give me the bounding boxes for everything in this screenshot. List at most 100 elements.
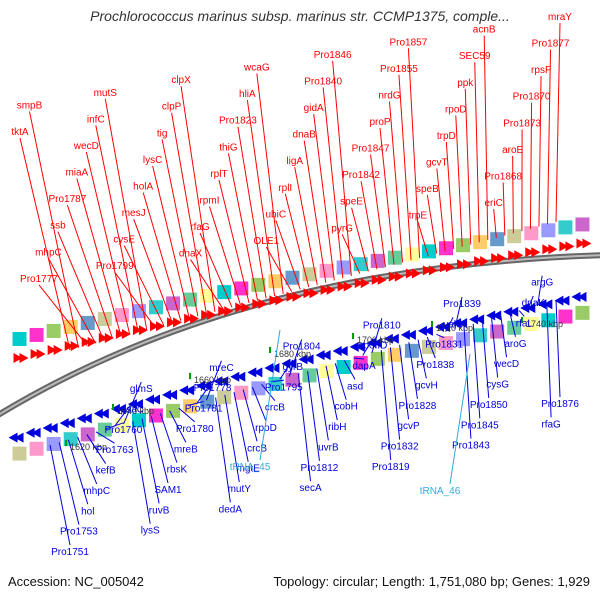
reverse-gene-arrow [179, 385, 189, 396]
reverse-cog-box [541, 313, 556, 328]
reverse-gene-arrow [469, 314, 479, 325]
reverse-gene-label: rfaL [516, 318, 534, 329]
scale-tick-label: 1660 kbp [194, 375, 231, 385]
reverse-gene-leader [325, 365, 338, 421]
reverse-cog-box [131, 413, 146, 428]
reverse-gene-leader [500, 315, 508, 358]
reverse-gene-label: cysG [486, 380, 509, 391]
forward-gene-leader [218, 179, 250, 303]
forward-gene-leader [114, 271, 156, 328]
reverse-gene-arrow [355, 341, 365, 352]
reverse-gene-arrow [133, 399, 143, 410]
forward-gene-label: tktA [11, 127, 29, 138]
reverse-cog-box [149, 408, 163, 423]
forward-gene-leader [104, 98, 148, 330]
forward-gene-label: proP [369, 117, 390, 128]
reverse-gene-leader [426, 336, 436, 359]
forward-gene-arrow [542, 244, 552, 255]
reverse-gene-arrow [230, 371, 240, 382]
forward-gene-label: clpX [171, 75, 191, 86]
reverse-gene-arrow [486, 310, 496, 321]
reverse-cog-box [63, 432, 78, 447]
forward-gene-arrow [548, 244, 558, 255]
reverse-gene-leader [518, 310, 525, 317]
forward-cog-box [439, 241, 453, 256]
reverse-gene-arrow [458, 318, 468, 329]
forward-gene-leader [208, 206, 242, 306]
forward-cog-box [336, 260, 351, 275]
forward-gene-leader [133, 218, 173, 324]
reverse-cog-box [353, 355, 368, 370]
reverse-gene-label: hol [81, 506, 94, 517]
reverse-gene-arrow [270, 362, 280, 373]
reverse-gene-arrow [25, 427, 35, 438]
reverse-gene-arrow [185, 385, 195, 396]
forward-gene-label: Pro1870 [513, 92, 551, 103]
reverse-gene-label: Pro1843 [452, 441, 490, 452]
reverse-gene-leader [288, 339, 303, 377]
reverse-cog-box [166, 403, 181, 418]
forward-gene-arrow [292, 291, 302, 302]
forward-cog-box [541, 223, 556, 238]
forward-gene-arrow [138, 325, 148, 336]
forward-gene-label: holA [133, 181, 153, 192]
reverse-gene-arrow [76, 413, 86, 424]
reverse-cog-box [200, 394, 215, 409]
reverse-gene-label: psaC [121, 404, 144, 415]
forward-cog-box [319, 263, 334, 278]
forward-cog-box [97, 311, 112, 326]
reverse-gene-arrow [99, 408, 109, 419]
forward-gene-label: gcvT [426, 158, 448, 169]
reverse-gene-leader [132, 421, 151, 524]
forward-gene-arrow [360, 278, 370, 289]
reverse-gene-label: dapA [352, 361, 376, 372]
forward-gene-label: speB [416, 184, 439, 195]
reverse-gene-arrow [315, 350, 325, 361]
reverse-gene-label: dnaK [522, 298, 546, 309]
forward-cog-box [421, 244, 436, 259]
forward-gene-leader [85, 151, 131, 335]
reverse-gene-arrow [151, 394, 160, 405]
reverse-gene-leader [141, 418, 160, 504]
reverse-gene-arrow [383, 333, 393, 344]
forward-gene-leader [360, 181, 378, 270]
reverse-gene-arrow [537, 299, 547, 310]
reverse-gene-label: gcvP [397, 421, 420, 432]
reverse-cog-box [473, 328, 488, 343]
reverse-gene-label: dedA [219, 504, 243, 515]
forward-gene-leader [123, 245, 165, 326]
reverse-gene-label: rbsK [167, 465, 188, 476]
forward-cog-box [370, 253, 385, 268]
forward-gene-label: trpE [409, 211, 428, 222]
forward-gene-arrow [422, 265, 432, 276]
forward-gene-arrow [19, 352, 29, 363]
forward-gene-label: mraY [548, 12, 572, 23]
reverse-gene-arrow [14, 432, 24, 443]
forward-gene-label: Pro1846 [314, 50, 352, 61]
reverse-gene-label: uvrB [318, 442, 339, 453]
forward-gene-arrow [474, 256, 484, 267]
reverse-gene-label: Pro1819 [372, 462, 410, 473]
reverse-gene-leader [389, 347, 401, 440]
reverse-gene-label: Pro1763 [96, 445, 134, 456]
forward-gene-leader [455, 115, 463, 247]
reverse-gene-label: crcB [247, 443, 267, 454]
forward-gene-arrow [81, 336, 91, 347]
forward-gene-leader [227, 153, 259, 301]
forward-gene-arrow [531, 247, 541, 258]
reverse-gene-label: Pro1876 [541, 399, 579, 410]
forward-gene-arrow [36, 348, 46, 359]
reverse-gene-label: Pro1780 [176, 424, 214, 435]
forward-gene-label: dnaX [179, 249, 203, 260]
reverse-cog-box [336, 359, 351, 374]
forward-gene-arrow [354, 278, 364, 289]
reverse-gene-leader [445, 317, 454, 332]
forward-gene-arrow [47, 344, 57, 355]
reverse-gene-arrow [571, 291, 581, 302]
reverse-gene-leader [509, 313, 516, 337]
forward-cog-box [12, 331, 27, 346]
reverse-gene-arrow [321, 350, 331, 361]
forward-gene-arrow [463, 259, 473, 270]
forward-gene-leader [19, 137, 71, 351]
forward-cog-box [166, 296, 181, 311]
